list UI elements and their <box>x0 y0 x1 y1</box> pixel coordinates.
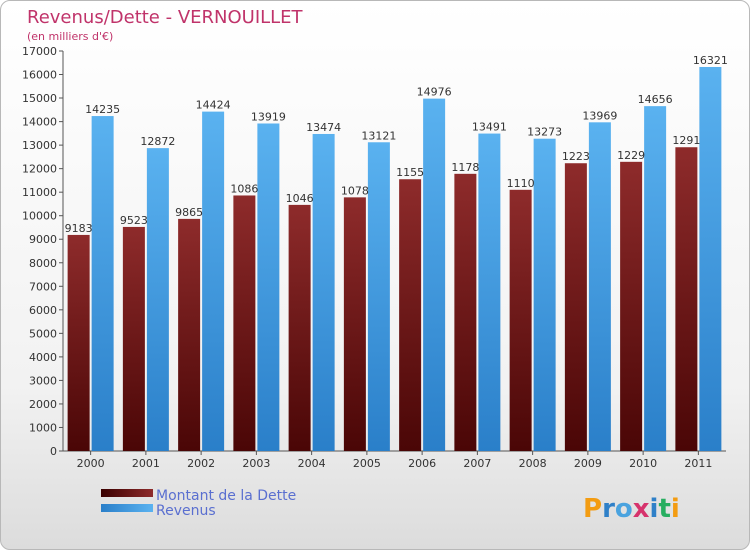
data-label-dette: 9865 <box>175 206 203 219</box>
data-label-revenus: 13121 <box>361 129 396 142</box>
y-tick-label: 12000 <box>22 163 57 176</box>
y-tick-label: 17000 <box>22 45 57 58</box>
data-label-revenus: 13919 <box>251 110 286 123</box>
bar-revenus <box>312 133 335 451</box>
bar-dette <box>454 173 477 451</box>
bar-revenus <box>588 122 611 451</box>
chart-title: Revenus/Dette - VERNOUILLET <box>27 7 304 28</box>
bar-dette <box>509 189 532 452</box>
axes: 0 1000 2000 3000 4000 5000 6000 7000 8000 9000 100… <box>22 45 726 470</box>
bar-dette <box>620 161 643 451</box>
y-tick-label: 0 <box>50 445 57 458</box>
data-label-dette: 1110 <box>507 177 535 190</box>
x-tick-label: 2000 <box>77 457 105 470</box>
data-label-revenus: 14424 <box>196 99 231 112</box>
logo-text: Proxiti <box>583 494 680 524</box>
y-tick-label: 15000 <box>22 92 57 105</box>
x-tick-label: 2001 <box>132 457 160 470</box>
y-tick-label: 6000 <box>29 304 57 317</box>
data-label-dette: 1086 <box>230 182 258 195</box>
bar-dette <box>122 226 145 451</box>
y-tick-label: 5000 <box>29 327 57 340</box>
data-label-dette: 1178 <box>451 161 479 174</box>
bar-revenus <box>367 142 390 452</box>
x-tick-label: 2002 <box>187 457 215 470</box>
bar-revenus <box>202 111 225 452</box>
y-tick-label: 14000 <box>22 116 57 129</box>
bar-dette <box>288 204 311 451</box>
legend-label-revenus: Revenus <box>156 503 216 519</box>
data-label-revenus: 16321 <box>693 54 728 67</box>
data-label-dette: 9523 <box>120 214 148 227</box>
data-label-revenus: 14976 <box>417 86 452 99</box>
bar-revenus <box>533 138 556 451</box>
data-label-dette: 1155 <box>396 166 424 179</box>
data-label-dette: 9183 <box>65 222 93 235</box>
data-label-dette: 1291 <box>672 134 700 147</box>
bar-revenus <box>699 66 722 451</box>
y-tick-label: 13000 <box>22 139 57 152</box>
bar-dette <box>67 234 90 451</box>
legend-swatch-dette <box>101 489 153 497</box>
bar-dette <box>343 197 366 451</box>
data-label-revenus: 13474 <box>306 121 341 134</box>
bar-dette <box>564 163 587 451</box>
bar-revenus <box>257 123 280 452</box>
bar-dette <box>399 179 422 451</box>
bars <box>67 66 722 452</box>
data-label-revenus: 13491 <box>472 121 507 134</box>
legend: Montant de la Dette Revenus <box>101 488 296 519</box>
bar-dette <box>675 147 698 451</box>
proxiti-logo: Proxiti <box>583 494 680 524</box>
y-tick-label: 8000 <box>29 257 57 270</box>
x-tick-label: 2007 <box>463 457 491 470</box>
bar-revenus <box>423 98 446 451</box>
x-tick-label: 2005 <box>353 457 381 470</box>
data-label-revenus: 14656 <box>638 93 673 106</box>
y-tick-label: 2000 <box>29 398 57 411</box>
data-label-dette: 1229 <box>617 149 645 162</box>
data-label-revenus: 13273 <box>527 126 562 139</box>
data-label-revenus: 12872 <box>140 135 175 148</box>
bar-revenus <box>91 116 114 451</box>
data-label-dette: 1223 <box>562 150 590 163</box>
x-tick-label: 2009 <box>574 457 602 470</box>
bar-revenus <box>146 148 169 452</box>
chart-subtitle: (en milliers d'€) <box>27 30 113 43</box>
legend-swatch-revenus <box>101 504 153 512</box>
data-label-dette: 1078 <box>341 184 369 197</box>
y-tick-label: 16000 <box>22 69 57 82</box>
x-tick-label: 2008 <box>519 457 547 470</box>
bar-revenus <box>478 133 501 452</box>
x-tick-label: 2010 <box>629 457 657 470</box>
x-tick-label: 2006 <box>408 457 436 470</box>
bar-dette <box>233 195 256 451</box>
data-label-revenus: 14235 <box>85 103 120 116</box>
bar-dette <box>178 218 201 451</box>
y-tick-label: 9000 <box>29 233 57 246</box>
y-tick-label: 11000 <box>22 186 57 199</box>
bar-revenus <box>644 106 667 451</box>
y-tick-label: 10000 <box>22 210 57 223</box>
x-tick-label: 2011 <box>684 457 712 470</box>
x-tick-label: 2003 <box>242 457 270 470</box>
data-label-revenus: 13969 <box>582 109 617 122</box>
y-tick-label: 3000 <box>29 374 57 387</box>
y-tick-label: 7000 <box>29 280 57 293</box>
legend-label-dette: Montant de la Dette <box>156 488 296 504</box>
x-tick-label: 2004 <box>298 457 326 470</box>
y-tick-label: 4000 <box>29 351 57 364</box>
data-labels: 9183 14235 9523 12872 9865 14424 1086 13919 1046… <box>65 54 728 235</box>
y-tick-label: 1000 <box>29 421 57 434</box>
data-label-dette: 1046 <box>286 192 314 205</box>
